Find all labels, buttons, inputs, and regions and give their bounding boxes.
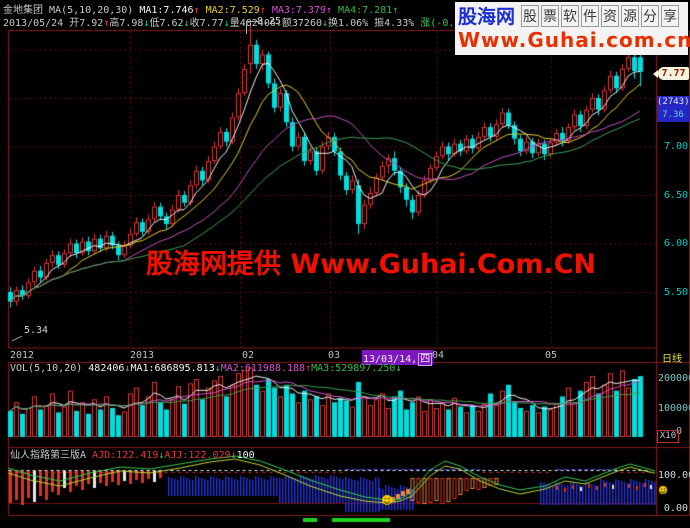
- indicator-value: 仙人指路第三版A: [10, 450, 93, 461]
- ohlc-value: ↑: [103, 18, 110, 29]
- low-price-label: 5.34: [24, 325, 49, 336]
- ohlc-value: 振4.33%: [374, 18, 421, 29]
- watermark-char: 享: [661, 4, 680, 27]
- vol-ma-value: VOL(5,10,20): [10, 363, 89, 374]
- timeline-label: 2013: [130, 350, 155, 361]
- axis-label: 6.00: [663, 238, 688, 249]
- watermark-banner: 股海网 股票软件资源分享 Www.Guhai.com.cn: [455, 2, 690, 55]
- volume-readout-line: VOL(5,10,20) 482406↓MA1:686895.813↓MA2:6…: [10, 363, 401, 374]
- ma-value: ↑: [392, 5, 399, 16]
- indicator-value: 100: [236, 450, 255, 461]
- timeline-label: 04: [432, 350, 445, 361]
- axis-label: 5.50: [663, 287, 688, 298]
- indicator-value: AJJ:122.029: [164, 450, 231, 461]
- ma-value: MA(5,10,20,30): [49, 5, 140, 16]
- ohlc-value: ↓: [223, 18, 230, 29]
- index-tag-value: 7.36: [662, 110, 684, 120]
- index-price-tag: (2743) 7.36: [657, 96, 690, 122]
- indicator-value: ↓: [158, 450, 165, 461]
- last-price-tag: 7.77: [653, 67, 689, 80]
- watermark-center-text: 股海网提供 Www.Guhai.Com.CN: [146, 249, 597, 280]
- watermark-char: 股: [521, 4, 540, 27]
- volume-multiplier-badge: X10: [657, 430, 679, 443]
- ohlc-value: ↓: [143, 18, 150, 29]
- axis-label: 100.00: [658, 470, 690, 481]
- ohlc-value: 额37260: [281, 18, 322, 29]
- ma-readout-line: 金地集团 MA(5,10,20,30) MA1:7.746↑ MA2:7.529…: [3, 1, 398, 16]
- axis-label: 0.00: [663, 503, 688, 514]
- timeline-label: 05: [545, 350, 558, 361]
- high-price-label: 8.25: [257, 16, 282, 27]
- ohlc-value: 开7.92: [69, 18, 104, 29]
- ohlc-value: ↓: [322, 18, 329, 29]
- axis-label: 6.50: [663, 190, 688, 201]
- indicator-value: AJD:122.419: [92, 450, 159, 461]
- index-tag-code: (2743): [657, 97, 690, 107]
- period-selector[interactable]: 日线: [662, 354, 682, 365]
- axis-label: 0: [676, 426, 683, 437]
- vol-ma-value: ↓: [124, 363, 131, 374]
- ohlc-value: 量482406: [229, 18, 276, 29]
- ma-value: MA1:7.746: [139, 5, 194, 16]
- ma-value: ↑: [259, 5, 272, 16]
- watermark-tagline: 股票软件资源分享: [520, 4, 680, 27]
- ma-value: MA4:7.281: [338, 5, 393, 16]
- indicator-readout-line: 仙人指路第三版A AJD:122.419↓AJJ:122.029↓100: [10, 446, 255, 461]
- timeline-label: 02: [242, 350, 255, 361]
- crosshair-date-marker: 13/03/14, 四: [362, 350, 434, 366]
- weekday-badge: 四: [418, 353, 433, 366]
- ohlc-value: 收7.77: [189, 18, 224, 29]
- watermark-char: 票: [541, 4, 560, 27]
- timeline-label: 03: [328, 350, 341, 361]
- indicator-value: ↓: [230, 450, 237, 461]
- watermark-brand: 股海网: [458, 6, 516, 28]
- axis-label: 200000: [658, 373, 690, 384]
- ohlc-value: 换1.06%: [328, 18, 375, 29]
- watermark-char: 资: [601, 4, 620, 27]
- ma-value: 金地集团: [3, 5, 50, 16]
- ma-value: ↑: [193, 5, 206, 16]
- watermark-char: 软: [561, 4, 580, 27]
- vol-ma-value: 482406: [88, 363, 125, 374]
- vol-ma-value: ↑: [305, 363, 312, 374]
- ma-value: ↑: [326, 5, 339, 16]
- ohlc-value: ↓: [183, 18, 190, 29]
- watermark-char: 源: [621, 4, 640, 27]
- ohlc-value: 2013/05/24: [3, 18, 70, 29]
- vol-ma-value: MA2:611988.188: [220, 363, 306, 374]
- ohlc-value: ↓: [275, 18, 282, 29]
- ohlc-value: 高7.98: [109, 18, 144, 29]
- watermark-url: Www.Guhai.com.cn: [458, 28, 690, 52]
- timeline-label: 2012: [10, 350, 35, 361]
- ma-value: MA3:7.379: [271, 5, 326, 16]
- vol-ma-value: ↓: [214, 363, 221, 374]
- ohlc-value: 低7.62: [149, 18, 184, 29]
- watermark-char: 分: [641, 4, 660, 27]
- watermark-char: 件: [581, 4, 600, 27]
- vol-ma-value: MA1:686895.813: [130, 363, 215, 374]
- axis-label: 7.00: [663, 141, 688, 152]
- vol-ma-value: ↓: [395, 363, 402, 374]
- vol-ma-value: MA3:529897.250: [311, 363, 396, 374]
- ma-value: MA2:7.529: [205, 5, 260, 16]
- high-marker-line: [246, 21, 258, 34]
